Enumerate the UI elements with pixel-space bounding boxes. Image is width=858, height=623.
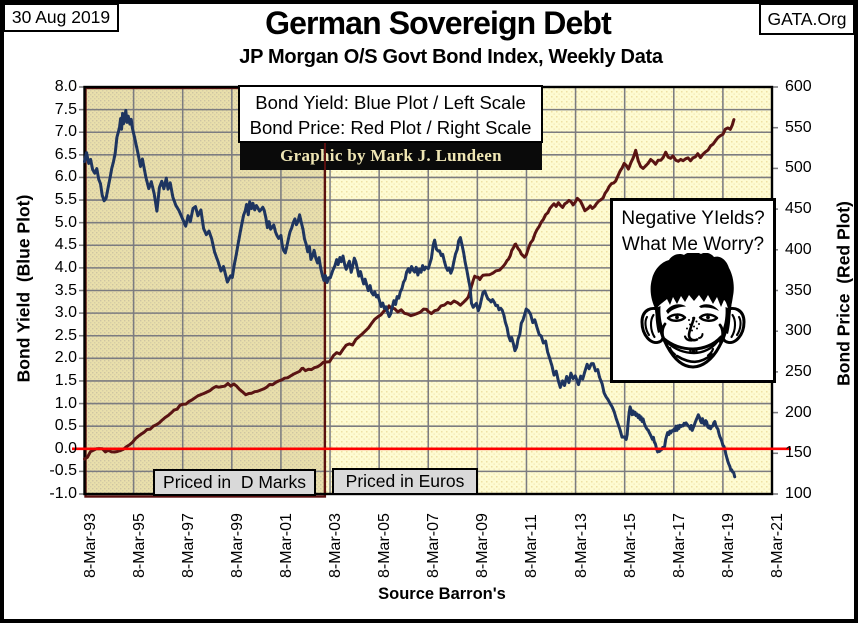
left-axis-tick-label: 0.5 bbox=[54, 417, 77, 435]
date-stamp: 30 Aug 2019 bbox=[11, 7, 111, 27]
yield-series-line bbox=[83, 108, 737, 479]
left-axis-tick-label: 5.5 bbox=[54, 191, 77, 209]
legend-price-entry: Bond Price: Red Plot / Right Scale bbox=[249, 117, 532, 138]
annotation-box: Negative YIelds? What Me Worry? bbox=[610, 198, 776, 383]
left-axis-tick-label: 4.5 bbox=[54, 236, 77, 254]
date-stamp-box: 30 Aug 2019 bbox=[3, 3, 119, 32]
credit-strip: Graphic by Mark J. Lundeen bbox=[240, 143, 542, 170]
x-axis-tick-label: 8-Mar-21 bbox=[769, 513, 786, 578]
left-axis-tick-label: 1.5 bbox=[54, 371, 77, 389]
x-axis-tick-label: 8-Mar-95 bbox=[130, 513, 148, 578]
right-axis-tick-label: 100 bbox=[785, 485, 812, 502]
left-axis-tick-label: 2.0 bbox=[54, 349, 77, 367]
legend-box: Bond Yield: Blue Plot / Left Scale Bond … bbox=[238, 85, 543, 143]
right-axis-title: Bond Price (Red Plot) bbox=[833, 201, 854, 386]
left-axis-tick-label: 5.0 bbox=[54, 213, 77, 231]
source-label: Source Barron's bbox=[378, 585, 506, 603]
left-axis-tick-label: -0.5 bbox=[49, 462, 77, 480]
left-axis-tick-label: 2.5 bbox=[54, 326, 77, 344]
x-axis-tick-label: 8-Mar-01 bbox=[277, 513, 295, 578]
annotation-line1: Negative YIelds? bbox=[621, 208, 765, 229]
right-axis-tick-label: 500 bbox=[785, 159, 812, 177]
x-axis-tick-label: 8-Mar-99 bbox=[228, 513, 246, 578]
x-axis-tick-label: 8-Mar-11 bbox=[523, 514, 541, 578]
left-axis-tick-label: 3.0 bbox=[54, 304, 77, 322]
right-axis-tick-label: 350 bbox=[785, 281, 812, 299]
left-axis-tick-label: 7.5 bbox=[54, 100, 77, 118]
right-axis-tick-label: 400 bbox=[785, 240, 812, 258]
right-axis-tick-label: 300 bbox=[785, 322, 812, 340]
chart-title: German Sovereign Debt bbox=[265, 5, 612, 41]
left-axis-tick-label: 4.0 bbox=[54, 258, 77, 276]
x-axis-tick-label: 8-Mar-07 bbox=[425, 513, 443, 578]
right-axis-tick-label: 150 bbox=[785, 444, 812, 462]
x-axis-tick-label: 8-Mar-05 bbox=[376, 513, 394, 578]
chart-subtitle: JP Morgan O/S Govt Bond Index, Weekly Da… bbox=[239, 46, 663, 68]
right-axis-tick-label: 550 bbox=[785, 118, 812, 136]
annotation-text: Negative YIelds? What Me Worry? bbox=[613, 201, 773, 257]
brand-box: GATA.Org bbox=[759, 3, 855, 35]
right-axis-tick-label: 200 bbox=[785, 403, 812, 421]
x-axis-tick-label: 8-Mar-17 bbox=[670, 513, 688, 578]
credit-text: Graphic by Mark J. Lundeen bbox=[280, 146, 502, 165]
left-axis-tick-label: 7.0 bbox=[54, 123, 77, 141]
right-axis-tick-label: 600 bbox=[785, 78, 812, 95]
legend-yield-entry: Bond Yield: Blue Plot / Left Scale bbox=[255, 92, 526, 113]
alfred-e-neuman-face bbox=[640, 253, 746, 369]
left-axis-tick-label: 3.5 bbox=[54, 281, 77, 299]
right-axis-tick-label: 250 bbox=[785, 362, 812, 380]
left-axis-tick-label: 1.0 bbox=[54, 394, 77, 412]
x-axis-tick-label: 8-Mar-93 bbox=[81, 513, 99, 578]
x-axis-tick-label: 8-Mar-97 bbox=[179, 513, 197, 578]
era-label-dmarks: Priced in D Marks bbox=[153, 469, 316, 496]
era-label-euros: Priced in Euros bbox=[332, 468, 478, 495]
x-axis-tick-label: 8-Mar-13 bbox=[572, 513, 590, 578]
price-series-line bbox=[83, 118, 736, 461]
left-axis-tick-label: -1.0 bbox=[49, 485, 77, 502]
left-axis-tick-label: 8.0 bbox=[54, 78, 77, 95]
x-axis-tick-label: 8-Mar-03 bbox=[327, 513, 345, 578]
x-axis-tick-label: 8-Mar-19 bbox=[719, 513, 737, 578]
annotation-line2: What Me Worry? bbox=[621, 233, 765, 255]
left-axis-tick-label: 6.5 bbox=[54, 145, 77, 163]
era-split-line-overlay bbox=[323, 143, 326, 170]
right-axis-tick-label: 450 bbox=[785, 200, 812, 218]
brand-label: GATA.Org bbox=[767, 9, 847, 29]
left-axis-tick-label: 0.0 bbox=[54, 439, 77, 457]
x-axis-tick-label: 8-Mar-15 bbox=[621, 513, 639, 578]
left-axis-tick-label: 6.0 bbox=[54, 168, 77, 186]
x-axis-tick-label: 8-Mar-09 bbox=[474, 513, 492, 578]
